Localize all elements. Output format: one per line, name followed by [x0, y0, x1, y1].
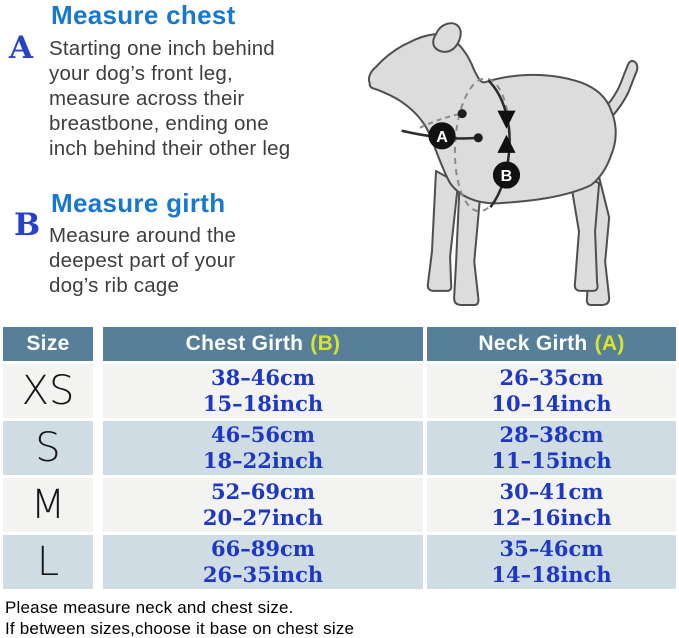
column-divider: [423, 478, 427, 532]
chest-girth-value: 52–69cm 20–27inch: [103, 478, 423, 532]
neck-girth-value: 26–35cm 10–14inch: [427, 364, 676, 418]
chest-inch: 26–35inch: [202, 562, 324, 587]
dog-measurement-diagram: A B: [358, 20, 663, 312]
neck-cm: 28–38cm: [499, 422, 604, 447]
svg-text:B: B: [501, 167, 513, 185]
chest-girth-header-label: Chest Girth: [185, 332, 304, 355]
table-row-l: L 66–89cm 26–35inch 35–46cm 14–18inch: [3, 535, 676, 589]
chest-girth-column-header: Chest Girth (B): [103, 327, 423, 361]
size-header-label: Size: [26, 332, 70, 355]
chest-cm: 66–89cm: [211, 536, 315, 561]
neck-inch: 10–14inch: [491, 391, 612, 416]
chest-girth-value: 38–46cm 15–18inch: [103, 364, 423, 418]
size-column-header: Size: [3, 327, 93, 361]
size-table-header-row: Size Chest Girth (B) Neck Girth (A): [3, 327, 676, 361]
label-letter-a: A: [9, 30, 34, 66]
chest-girth-b-tag: (B): [310, 332, 341, 355]
neck-girth-value: 28–38cm 11–15inch: [427, 421, 676, 475]
table-row-m: M 52–69cm 20–27inch 30–41cm 12–16inch: [3, 478, 676, 532]
chest-inch: 20–27inch: [202, 505, 324, 530]
size-table: Size Chest Girth (B) Neck Girth (A) XS 3…: [3, 327, 676, 592]
neck-cm: 35–46cm: [499, 536, 604, 561]
neck-girth-header-label: Neck Girth: [478, 332, 588, 355]
neck-girth-column-header: Neck Girth (A): [427, 327, 676, 361]
dog-near-hind-leg: [567, 170, 601, 292]
column-gap: [93, 535, 103, 589]
measure-chest-instructions: Starting one inch behind your dog’s fron…: [49, 37, 291, 160]
neck-inch: 14–18inch: [491, 562, 612, 587]
neck-cm: 30–41cm: [499, 479, 604, 504]
size-value: L: [3, 535, 93, 589]
measure-chest-heading: Measure chest: [51, 0, 236, 30]
marker-b-badge: B: [492, 161, 521, 189]
label-letter-b: B: [14, 207, 41, 243]
column-gap: [93, 364, 103, 418]
dog-diagram-svg: A B: [367, 22, 639, 306]
neck-inch: 11–15inch: [491, 448, 612, 473]
neck-girth-value: 30–41cm 12–16inch: [427, 478, 676, 532]
chest-cm: 38–46cm: [211, 365, 315, 390]
measure-girth-instructions: Measure around the deepest part of your …: [49, 224, 237, 297]
column-divider: [423, 327, 427, 361]
table-row-s: S 46–56cm 18–22inch 28–38cm 11–15inch: [3, 421, 676, 475]
column-gap: [93, 327, 103, 361]
chest-girth-value: 66–89cm 26–35inch: [103, 535, 423, 589]
arrow-up-icon: [497, 134, 516, 153]
neck-girth-a-tag: (A): [594, 332, 625, 355]
column-divider: [423, 421, 427, 475]
chest-girth-value: 46–56cm 18–22inch: [103, 421, 423, 475]
size-value: XS: [3, 364, 93, 418]
chest-line-dot: [473, 133, 483, 143]
dog-silhouette: [367, 32, 617, 205]
measure-girth-heading: Measure girth: [51, 188, 226, 218]
marker-a-badge: A: [428, 122, 456, 150]
column-divider: [423, 364, 427, 418]
size-value: S: [3, 421, 93, 475]
neck-girth-value: 35–46cm 14–18inch: [427, 535, 676, 589]
dog-near-front-leg: [426, 170, 460, 292]
chest-cm: 46–56cm: [211, 422, 315, 447]
column-gap: [93, 478, 103, 532]
chest-inch: 18–22inch: [202, 448, 324, 473]
arrow-down-icon: [497, 110, 516, 129]
column-gap: [93, 421, 103, 475]
dog-far-front-leg: [453, 170, 483, 306]
table-row-xs: XS 38–46cm 15–18inch 26–35cm 10–14inch: [3, 364, 676, 418]
neck-inch: 12–16inch: [491, 505, 612, 530]
column-divider: [423, 535, 427, 589]
neck-cm: 26–35cm: [499, 365, 604, 390]
dog-ear: [432, 22, 462, 53]
neck-dashed-line: [419, 112, 463, 129]
measurement-note: Please measure neck and chest size. If b…: [5, 598, 355, 638]
size-value: M: [3, 478, 93, 532]
svg-text:A: A: [436, 128, 448, 146]
chest-inch: 15–18inch: [202, 391, 324, 416]
chest-cm: 52–69cm: [211, 479, 315, 504]
neck-line-dot: [457, 109, 467, 119]
